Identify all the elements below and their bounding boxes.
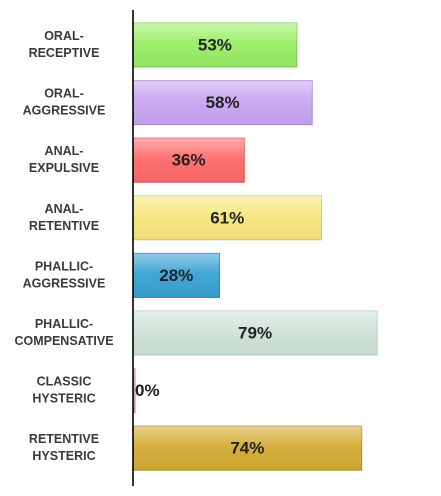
value-label-6: 0%	[135, 381, 160, 400]
category-label-4: PHALLIC- AGGRESSIVE	[23, 259, 106, 290]
value-label-1: 58%	[206, 93, 240, 112]
value-label-4: 28%	[159, 266, 193, 285]
bars-layer	[132, 22, 378, 471]
value-label-7: 74%	[230, 439, 264, 458]
value-label-3: 61%	[210, 208, 244, 227]
category-label-line-1-0: ORAL-	[44, 87, 84, 101]
bar-gloss-4	[133, 253, 220, 298]
category-label-line-4-1: AGGRESSIVE	[23, 276, 106, 290]
category-label-line-7-0: RETENTIVE	[29, 432, 99, 446]
category-label-3: ANAL- RETENTIVE	[29, 202, 99, 233]
labels-layer: 53% ORAL- RECEPTIVE 58% ORAL- AGGRESSIVE 36% AN…	[14, 29, 272, 463]
category-label-line-3-0: ANAL-	[45, 202, 84, 216]
value-label-0: 53%	[198, 36, 232, 55]
value-label-2: 36%	[172, 151, 206, 170]
bar-gloss-6	[133, 368, 135, 413]
bar-gloss-3	[133, 195, 322, 240]
category-label-2: ANAL- EXPULSIVE	[29, 144, 99, 175]
bar-gloss-1	[133, 80, 313, 125]
bar-gloss-0	[133, 23, 297, 67]
category-label-line-6-1: HYSTERIC	[32, 392, 95, 406]
category-label-0: ORAL- RECEPTIVE	[29, 29, 100, 60]
category-label-line-2-1: EXPULSIVE	[29, 161, 99, 175]
category-label-line-1-1: AGGRESSIVE	[23, 104, 106, 118]
category-label-line-4-0: PHALLIC-	[35, 259, 93, 273]
category-label-line-3-1: RETENTIVE	[29, 219, 99, 233]
category-label-line-5-1: COMPENSATIVE	[14, 334, 113, 348]
category-label-line-6-0: CLASSIC	[37, 375, 92, 389]
bar-gloss-2	[133, 138, 245, 183]
category-label-1: ORAL- AGGRESSIVE	[23, 87, 106, 118]
category-label-line-7-1: HYSTERIC	[32, 449, 95, 463]
value-label-5: 79%	[238, 324, 272, 343]
category-label-line-0-0: ORAL-	[44, 29, 84, 43]
category-label-line-5-0: PHALLIC-	[35, 317, 93, 331]
category-label-line-0-1: RECEPTIVE	[29, 46, 100, 60]
category-label-7: RETENTIVE HYSTERIC	[29, 432, 99, 463]
bar-gloss-7	[133, 426, 362, 471]
category-label-line-2-0: ANAL-	[45, 144, 84, 158]
bar-gloss-5	[133, 311, 378, 355]
category-label-5: PHALLIC- COMPENSATIVE	[14, 317, 113, 348]
category-label-6: CLASSIC HYSTERIC	[32, 375, 95, 406]
